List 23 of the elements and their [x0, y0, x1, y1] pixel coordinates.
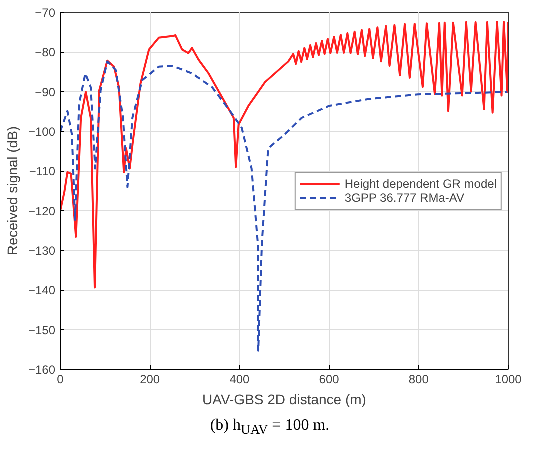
text: (b) h$_{UAV}$ = 100 m.: [210, 416, 330, 440]
line-series: [60, 60, 508, 352]
y-tick-label: −80: [35, 46, 56, 60]
y-tick-label: −130: [28, 244, 56, 258]
y-axis-title: Received signal (dB): [4, 126, 20, 256]
legend-label: 3GPP 36.777 RMa-AV: [344, 190, 465, 204]
legend-label: Height dependent GR model: [344, 176, 497, 190]
x-tick-label: 1000: [495, 372, 522, 386]
x-tick-label: 800: [408, 372, 430, 386]
y-tick-label: −160: [28, 363, 56, 377]
y-tick-label: −70: [35, 6, 56, 20]
y-tick-label: −150: [28, 323, 56, 338]
y-tick-label: −90: [35, 85, 56, 100]
x-axis-title: UAV-GBS 2D distance (m): [202, 392, 366, 408]
y-tick-label: −120: [28, 204, 56, 218]
x-tick-label: 200: [140, 372, 160, 386]
x-tick-label: 600: [319, 372, 340, 386]
y-tick-label: −140: [28, 284, 56, 298]
line-series: [60, 21, 508, 289]
y-tick-label: −100: [28, 125, 56, 139]
x-tick-label: 400: [230, 372, 250, 386]
x-tick-label: 0: [57, 372, 64, 386]
y-tick-label: −110: [29, 164, 56, 179]
